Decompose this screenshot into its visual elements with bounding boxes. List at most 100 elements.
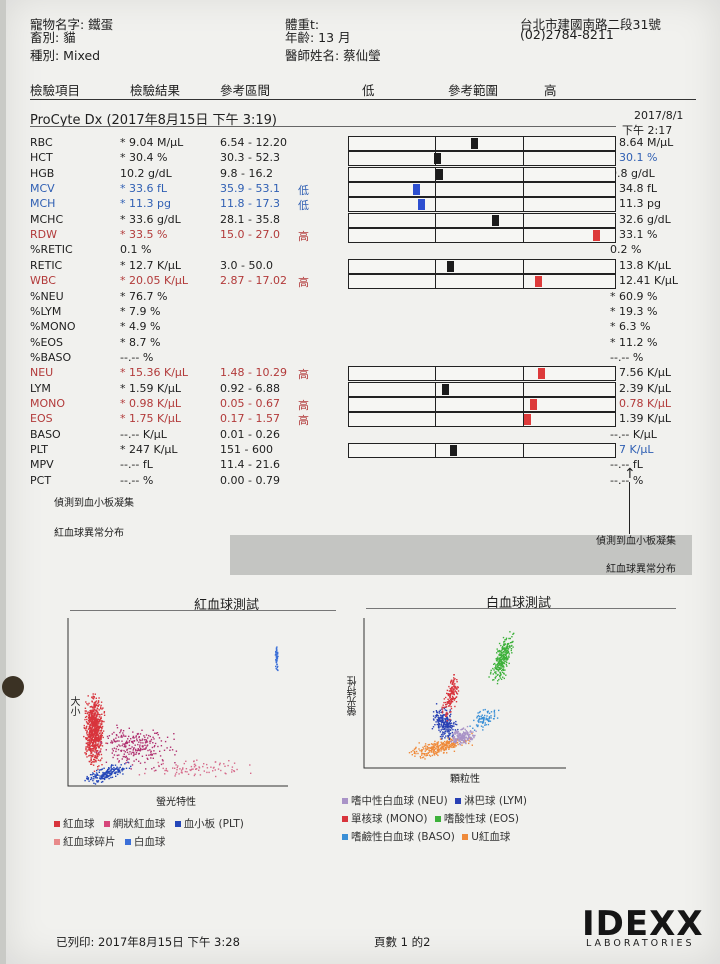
row-value: --.-- K/µL <box>120 427 167 441</box>
row-label: HGB <box>30 166 55 180</box>
range-bar <box>348 182 616 198</box>
row-previous: * 11.2 % <box>610 335 658 349</box>
table-row: %LYM * 7.9 % * 19.3 % <box>6 305 720 320</box>
row-label: PLT <box>30 443 48 456</box>
row-label: %NEU <box>30 289 64 303</box>
row-value: * 33.5 % <box>120 228 168 242</box>
table-row: %EOS * 8.7 % * 11.2 % <box>6 336 720 351</box>
col-result: 檢驗結果 <box>130 83 181 98</box>
age: 年齡: 13 月 <box>285 30 351 45</box>
row-value: * 247 K/µL <box>120 443 178 456</box>
scatter-cluster <box>84 761 132 785</box>
col-reference: 參考區間 <box>220 83 271 98</box>
scatter-cluster <box>469 708 500 731</box>
wbc-title-rule <box>366 608 676 609</box>
row-previous: * 12.41 K/µL <box>610 274 679 288</box>
wbc-scatter-plot <box>363 618 566 769</box>
row-value: --.-- % <box>120 473 154 487</box>
row-previous: * 13.8 K/µL <box>610 258 672 272</box>
table-row: PCT --.-- % 0.00 - 0.79 --.-- % <box>6 474 720 489</box>
salmon-square-icon <box>54 839 60 845</box>
row-previous: * 11.3 pg <box>610 197 661 211</box>
row-reference: 0.17 - 1.57 <box>220 412 280 426</box>
row-reference: 2.87 - 17.02 <box>220 274 287 288</box>
wbc-ylabel: 螢光特性 <box>348 676 359 716</box>
wbc-legend-item: 嗜中性白血球 (NEU) <box>342 795 448 807</box>
range-divider <box>523 275 524 289</box>
range-bar <box>348 212 616 228</box>
table-row: BASO --.-- K/µL 0.01 - 0.26 --.-- K/µL <box>6 428 720 443</box>
range-divider <box>435 413 436 427</box>
pink-square-icon <box>103 821 110 827</box>
range-divider <box>435 444 436 457</box>
table-row: WBC * 20.05 K/µL 2.87 - 17.02 高 * 12.41 K/µL <box>6 274 720 290</box>
rbc-scatter-plot <box>67 618 288 787</box>
orange-square-icon <box>462 834 469 840</box>
wbc-legend-row1: 嗜中性白血球 (NEU) 淋巴球 (LYM) <box>342 793 527 808</box>
range-divider <box>523 259 524 273</box>
row-flag: 高 <box>298 398 309 412</box>
range-divider <box>435 137 436 150</box>
table-row: %RETIC 0.1 % 0.2 % <box>6 243 720 258</box>
range-divider <box>523 367 524 381</box>
row-label: %MONO <box>30 320 76 334</box>
gray-band <box>230 535 692 575</box>
range-divider <box>523 213 524 227</box>
range-divider <box>435 167 436 181</box>
prev-note-rbc-abnormal: 紅血球異常分布 <box>606 564 676 575</box>
range-marker <box>434 153 441 165</box>
run-title: ProCyte Dx (2017年8月15日 下午 3:19) <box>30 113 277 128</box>
prev-note-plt-clump: 偵測到血小板凝集 <box>596 536 676 547</box>
range-marker <box>530 398 537 410</box>
range-marker <box>413 184 420 196</box>
table-row: %BASO --.-- % --.-- % <box>6 351 720 366</box>
plot-axis <box>67 618 288 787</box>
blue-square-icon <box>124 839 131 845</box>
range-divider <box>523 444 524 457</box>
table-row: %NEU * 76.7 % * 60.9 % <box>6 290 720 305</box>
range-bar <box>348 166 616 182</box>
range-divider <box>523 229 524 243</box>
range-bar <box>348 396 616 412</box>
row-reference: 30.3 - 52.3 <box>220 151 280 165</box>
row-previous: * 2.39 K/µL <box>610 381 672 395</box>
rbc-legend-item: 網狀紅血球 <box>103 818 165 830</box>
col-range: 參考範圍 <box>448 83 499 98</box>
row-value: * 8.7 % <box>120 335 161 349</box>
range-bar <box>348 228 616 244</box>
range-divider <box>435 367 436 381</box>
range-bar <box>348 197 616 213</box>
green-square-icon <box>434 816 441 822</box>
row-label: EOS <box>30 412 53 426</box>
range-bar <box>348 412 616 428</box>
row-reference: 0.01 - 0.26 <box>220 427 280 441</box>
row-previous: --.-- K/µL <box>610 427 657 441</box>
row-label: RDW <box>30 228 57 242</box>
range-divider <box>435 382 436 396</box>
blue-square-icon <box>174 821 181 827</box>
row-label: BASO <box>30 427 61 441</box>
row-previous: * 30.1 % <box>610 151 658 165</box>
row-label: %LYM <box>30 304 62 318</box>
range-divider <box>523 137 524 150</box>
row-value: * 33.6 fL <box>120 182 167 196</box>
row-flag: 高 <box>298 230 309 244</box>
idexx-logo-sub: LABORATORIES <box>586 938 695 949</box>
row-previous: --.-- % <box>610 473 644 487</box>
row-value: * 1.75 K/µL <box>120 412 182 426</box>
row-label: NEU <box>30 366 54 380</box>
row-previous: * 34.8 fL <box>610 182 657 196</box>
range-divider <box>435 275 436 289</box>
row-reference: 1.48 - 10.29 <box>220 366 287 380</box>
row-reference: 11.8 - 17.3 <box>220 197 280 211</box>
rbc-legend-item: 紅血球 <box>54 818 95 830</box>
col-item: 檢驗項目 <box>30 83 81 98</box>
scatter-cluster <box>441 674 460 722</box>
range-divider <box>523 413 524 427</box>
range-divider <box>523 397 524 411</box>
range-divider <box>435 397 436 411</box>
rbc-legend-item: 紅血球碎片 <box>54 836 116 848</box>
row-previous: * 7.56 K/µL <box>610 366 672 380</box>
table-row: PLT * 247 K/µL 151 - 600 * 7 K/µL <box>6 443 720 458</box>
row-reference: 0.05 - 0.67 <box>220 396 280 410</box>
